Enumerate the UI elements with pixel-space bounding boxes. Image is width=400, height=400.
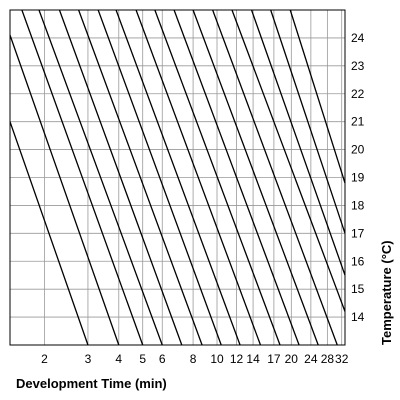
x-tick-label: 2 — [41, 352, 48, 366]
development-line-17 — [289, 9, 346, 184]
development-line-15 — [250, 9, 346, 276]
y-tick-label: 17 — [351, 226, 365, 240]
development-line-3 — [21, 9, 144, 346]
development-line-1 — [9, 121, 89, 346]
y-tick-label: 20 — [351, 143, 365, 157]
y-tick-label: 24 — [351, 31, 365, 45]
development-line-11 — [173, 9, 300, 346]
x-tick-labels: 2 3 4 5 6 8 10 12 14 17 20 24 28 32 — [41, 352, 349, 366]
y-tick-label: 21 — [351, 115, 365, 129]
x-tick-label: 8 — [190, 352, 197, 366]
x-tick-label: 10 — [210, 352, 224, 366]
x-tick-label: 28 — [321, 352, 335, 366]
y-tick-labels: 14 15 16 17 18 19 20 21 22 23 24 — [351, 31, 365, 324]
y-tick-label: 23 — [351, 59, 365, 73]
x-tick-label: 5 — [139, 352, 146, 366]
development-line-16 — [270, 9, 346, 234]
x-tick-label: 32 — [335, 352, 349, 366]
x-tick-label: 12 — [230, 352, 244, 366]
y-tick-label: 19 — [351, 171, 365, 185]
development-line-8 — [115, 9, 241, 346]
x-tick-label: 20 — [285, 352, 299, 366]
development-line-13 — [212, 9, 338, 346]
grid — [10, 10, 345, 345]
development-line-2 — [9, 34, 120, 346]
x-tick-label: 3 — [85, 352, 92, 366]
development-line-14 — [231, 9, 346, 312]
y-tick-label: 18 — [351, 198, 365, 212]
development-line-4 — [38, 9, 163, 346]
series-lines — [9, 9, 346, 346]
development-line-5 — [58, 9, 183, 346]
development-line-10 — [154, 9, 281, 346]
x-tick-label: 14 — [246, 352, 260, 366]
x-tick-label: 6 — [159, 352, 166, 366]
y-tick-label: 22 — [351, 87, 365, 101]
x-tick-label: 17 — [267, 352, 281, 366]
plot-frame — [9, 9, 346, 346]
development-line-12 — [192, 9, 319, 346]
development-line-9 — [135, 9, 262, 346]
y-tick-label: 15 — [351, 282, 365, 296]
x-tick-label: 4 — [115, 352, 122, 366]
x-tick-label: 24 — [304, 352, 318, 366]
development-line-7 — [97, 9, 222, 346]
y-tick-label: 14 — [351, 310, 365, 324]
x-axis-title: Development Time (min) — [16, 376, 167, 391]
y-axis-title: Temperature (°C) — [379, 240, 394, 345]
development-line-6 — [78, 9, 203, 346]
y-tick-label: 16 — [351, 254, 365, 268]
